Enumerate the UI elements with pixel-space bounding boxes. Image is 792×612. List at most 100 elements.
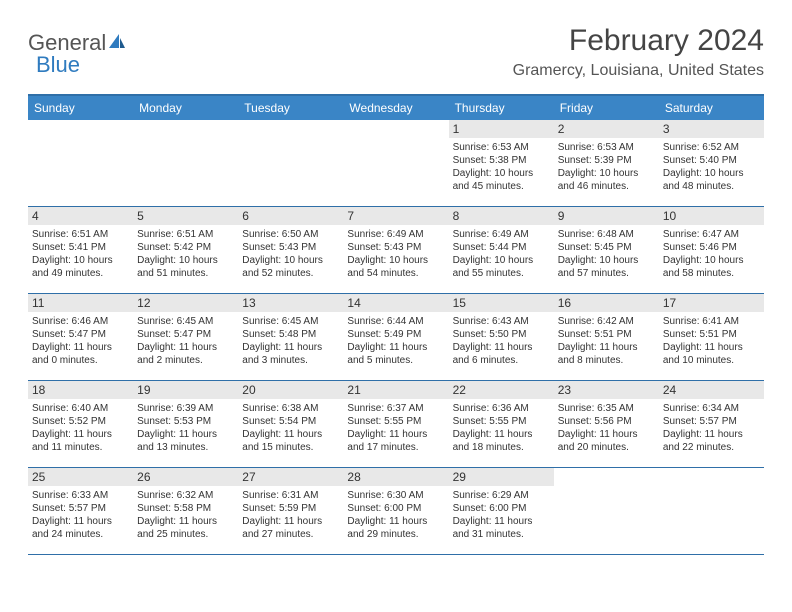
sunrise-text: Sunrise: 6:41 AM	[663, 315, 760, 328]
daylight-text: and 57 minutes.	[558, 267, 655, 280]
location-text: Gramercy, Louisiana, United States	[513, 62, 764, 80]
day-number: 26	[133, 468, 238, 486]
sunrise-text: Sunrise: 6:30 AM	[347, 489, 444, 502]
sunrise-text: Sunrise: 6:44 AM	[347, 315, 444, 328]
sunrise-text: Sunrise: 6:42 AM	[558, 315, 655, 328]
daylight-text: Daylight: 11 hours	[453, 515, 550, 528]
header: General February 2024 Gramercy, Louisian…	[28, 24, 764, 80]
dow-thursday: Thursday	[449, 96, 554, 120]
sunrise-text: Sunrise: 6:37 AM	[347, 402, 444, 415]
day-cell: 1Sunrise: 6:53 AMSunset: 5:38 PMDaylight…	[449, 120, 554, 206]
sunset-text: Sunset: 5:47 PM	[137, 328, 234, 341]
day-cell: 17Sunrise: 6:41 AMSunset: 5:51 PMDayligh…	[659, 294, 764, 380]
day-cell: 8Sunrise: 6:49 AMSunset: 5:44 PMDaylight…	[449, 207, 554, 293]
day-info: Sunrise: 6:29 AMSunset: 6:00 PMDaylight:…	[453, 489, 550, 541]
sunrise-text: Sunrise: 6:47 AM	[663, 228, 760, 241]
sunrise-text: Sunrise: 6:46 AM	[32, 315, 129, 328]
daylight-text: and 8 minutes.	[558, 354, 655, 367]
daylight-text: and 15 minutes.	[242, 441, 339, 454]
daylight-text: Daylight: 10 hours	[137, 254, 234, 267]
daylight-text: Daylight: 11 hours	[347, 341, 444, 354]
sunrise-text: Sunrise: 6:51 AM	[32, 228, 129, 241]
day-number: 23	[554, 381, 659, 399]
day-info: Sunrise: 6:45 AMSunset: 5:47 PMDaylight:…	[137, 315, 234, 367]
day-number: 15	[449, 294, 554, 312]
sunset-text: Sunset: 5:59 PM	[242, 502, 339, 515]
logo-sail-icon	[107, 32, 127, 55]
day-cell: 29Sunrise: 6:29 AMSunset: 6:00 PMDayligh…	[449, 468, 554, 554]
day-cell: .	[343, 120, 448, 206]
daylight-text: and 2 minutes.	[137, 354, 234, 367]
day-cell: 5Sunrise: 6:51 AMSunset: 5:42 PMDaylight…	[133, 207, 238, 293]
sunset-text: Sunset: 5:52 PM	[32, 415, 129, 428]
sunrise-text: Sunrise: 6:33 AM	[32, 489, 129, 502]
day-cell: 19Sunrise: 6:39 AMSunset: 5:53 PMDayligh…	[133, 381, 238, 467]
sunset-text: Sunset: 5:55 PM	[453, 415, 550, 428]
day-info: Sunrise: 6:49 AMSunset: 5:43 PMDaylight:…	[347, 228, 444, 280]
sunrise-text: Sunrise: 6:45 AM	[242, 315, 339, 328]
day-number: 20	[238, 381, 343, 399]
sunset-text: Sunset: 5:43 PM	[242, 241, 339, 254]
daylight-text: Daylight: 10 hours	[453, 254, 550, 267]
day-info: Sunrise: 6:35 AMSunset: 5:56 PMDaylight:…	[558, 402, 655, 454]
sunset-text: Sunset: 6:00 PM	[347, 502, 444, 515]
day-info: Sunrise: 6:42 AMSunset: 5:51 PMDaylight:…	[558, 315, 655, 367]
day-info: Sunrise: 6:53 AMSunset: 5:38 PMDaylight:…	[453, 141, 550, 193]
day-cell: 9Sunrise: 6:48 AMSunset: 5:45 PMDaylight…	[554, 207, 659, 293]
sunset-text: Sunset: 5:51 PM	[558, 328, 655, 341]
daylight-text: Daylight: 11 hours	[242, 428, 339, 441]
sunset-text: Sunset: 5:55 PM	[347, 415, 444, 428]
dow-row: Sunday Monday Tuesday Wednesday Thursday…	[28, 96, 764, 120]
dow-friday: Friday	[554, 96, 659, 120]
day-number: 19	[133, 381, 238, 399]
daylight-text: Daylight: 10 hours	[347, 254, 444, 267]
daylight-text: Daylight: 10 hours	[663, 167, 760, 180]
day-number: 28	[343, 468, 448, 486]
sunset-text: Sunset: 5:47 PM	[32, 328, 129, 341]
daylight-text: Daylight: 10 hours	[242, 254, 339, 267]
day-info: Sunrise: 6:34 AMSunset: 5:57 PMDaylight:…	[663, 402, 760, 454]
day-info: Sunrise: 6:41 AMSunset: 5:51 PMDaylight:…	[663, 315, 760, 367]
day-info: Sunrise: 6:31 AMSunset: 5:59 PMDaylight:…	[242, 489, 339, 541]
sunrise-text: Sunrise: 6:53 AM	[558, 141, 655, 154]
sunset-text: Sunset: 5:43 PM	[347, 241, 444, 254]
day-info: Sunrise: 6:37 AMSunset: 5:55 PMDaylight:…	[347, 402, 444, 454]
sunset-text: Sunset: 5:39 PM	[558, 154, 655, 167]
sunrise-text: Sunrise: 6:51 AM	[137, 228, 234, 241]
sunset-text: Sunset: 5:46 PM	[663, 241, 760, 254]
daylight-text: and 22 minutes.	[663, 441, 760, 454]
day-info: Sunrise: 6:51 AMSunset: 5:42 PMDaylight:…	[137, 228, 234, 280]
daylight-text: Daylight: 11 hours	[137, 515, 234, 528]
day-number: 11	[28, 294, 133, 312]
sunset-text: Sunset: 5:58 PM	[137, 502, 234, 515]
day-info: Sunrise: 6:40 AMSunset: 5:52 PMDaylight:…	[32, 402, 129, 454]
daylight-text: Daylight: 11 hours	[137, 341, 234, 354]
day-cell: 7Sunrise: 6:49 AMSunset: 5:43 PMDaylight…	[343, 207, 448, 293]
sunset-text: Sunset: 5:40 PM	[663, 154, 760, 167]
daylight-text: and 5 minutes.	[347, 354, 444, 367]
daylight-text: and 51 minutes.	[137, 267, 234, 280]
daylight-text: and 6 minutes.	[453, 354, 550, 367]
day-cell: 27Sunrise: 6:31 AMSunset: 5:59 PMDayligh…	[238, 468, 343, 554]
day-cell: .	[28, 120, 133, 206]
day-info: Sunrise: 6:48 AMSunset: 5:45 PMDaylight:…	[558, 228, 655, 280]
daylight-text: and 20 minutes.	[558, 441, 655, 454]
day-cell: .	[133, 120, 238, 206]
day-cell: .	[554, 468, 659, 554]
day-cell: 3Sunrise: 6:52 AMSunset: 5:40 PMDaylight…	[659, 120, 764, 206]
daylight-text: and 18 minutes.	[453, 441, 550, 454]
daylight-text: and 54 minutes.	[347, 267, 444, 280]
sunset-text: Sunset: 5:48 PM	[242, 328, 339, 341]
day-info: Sunrise: 6:51 AMSunset: 5:41 PMDaylight:…	[32, 228, 129, 280]
day-cell: 18Sunrise: 6:40 AMSunset: 5:52 PMDayligh…	[28, 381, 133, 467]
sunrise-text: Sunrise: 6:50 AM	[242, 228, 339, 241]
daylight-text: and 17 minutes.	[347, 441, 444, 454]
day-cell: 26Sunrise: 6:32 AMSunset: 5:58 PMDayligh…	[133, 468, 238, 554]
day-cell: 11Sunrise: 6:46 AMSunset: 5:47 PMDayligh…	[28, 294, 133, 380]
calendar: Sunday Monday Tuesday Wednesday Thursday…	[28, 94, 764, 555]
sunset-text: Sunset: 5:45 PM	[558, 241, 655, 254]
weeks-container: ....1Sunrise: 6:53 AMSunset: 5:38 PMDayl…	[28, 120, 764, 555]
sunset-text: Sunset: 5:49 PM	[347, 328, 444, 341]
daylight-text: Daylight: 10 hours	[453, 167, 550, 180]
day-cell: 13Sunrise: 6:45 AMSunset: 5:48 PMDayligh…	[238, 294, 343, 380]
